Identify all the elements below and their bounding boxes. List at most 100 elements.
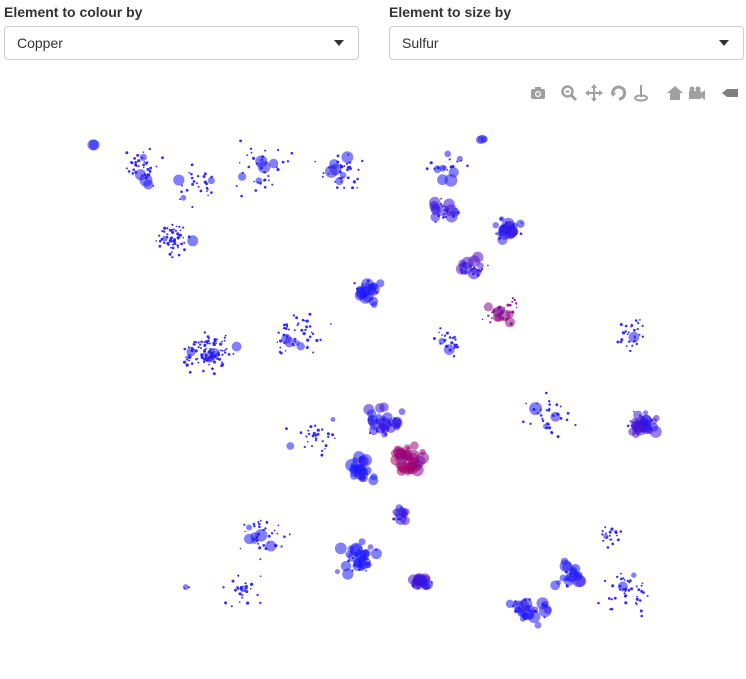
scatter-point[interactable] [529,402,543,416]
scatter-point[interactable] [307,441,309,443]
scatter-point[interactable] [603,579,607,583]
scatter-point[interactable] [191,182,195,186]
scatter-point[interactable] [206,190,208,193]
scatter-point[interactable] [422,581,431,591]
scatter-point[interactable] [628,331,640,343]
scatter-point[interactable] [541,419,545,423]
pan-icon[interactable] [584,83,604,103]
scatter-point[interactable] [208,342,211,345]
scatter-point[interactable] [235,184,238,187]
scatter-point[interactable] [221,353,224,356]
scatter-point[interactable] [448,167,459,178]
scatter-point[interactable] [163,230,166,233]
scatter-point[interactable] [515,301,517,304]
scatter-point[interactable] [265,520,268,524]
scatter-point[interactable] [636,595,638,598]
scatter-point[interactable] [192,348,195,351]
scatter-point[interactable] [170,239,174,243]
scatter-point[interactable] [513,600,519,607]
scatter-point[interactable] [445,204,458,217]
scatter-point[interactable] [288,533,291,536]
scatter-point[interactable] [173,174,185,186]
scatter-point[interactable] [356,466,363,473]
scatter-point[interactable] [545,391,548,395]
scatter-point[interactable] [638,333,641,336]
scatter-point[interactable] [341,166,344,169]
scatter-point[interactable] [481,318,484,321]
scatter-point[interactable] [328,166,331,169]
scatter-point[interactable] [597,601,600,605]
scatter-point[interactable] [454,338,457,341]
scatter-point[interactable] [319,338,322,341]
scatter-point[interactable] [630,325,632,328]
scatter-point[interactable] [276,532,279,535]
scatter-point[interactable] [312,431,316,435]
scatter-point[interactable] [292,314,295,317]
scatter-point[interactable] [244,582,247,585]
scatter-point[interactable] [630,424,633,427]
scatter-point[interactable] [190,362,194,365]
scatter-point[interactable] [252,522,256,526]
scatter-point[interactable] [436,204,449,217]
scatter-point[interactable] [221,361,224,364]
scatter-point[interactable] [381,423,385,427]
scatter-point[interactable] [267,174,270,178]
scatter-point[interactable] [626,333,629,336]
scatter-point[interactable] [433,165,442,174]
scatter-point[interactable] [608,530,612,534]
scatter-point[interactable] [629,420,632,423]
scatter-point[interactable] [556,435,560,439]
scatter-point[interactable] [168,253,172,256]
scatter-point[interactable] [305,346,309,349]
scatter-point[interactable] [636,433,639,436]
scatter-point[interactable] [628,581,631,584]
scatter-point[interactable] [143,173,146,176]
scatter-point[interactable] [495,305,505,315]
scatter-point[interactable] [215,342,218,344]
scatter-point[interactable] [627,588,631,592]
scatter-point[interactable] [221,349,224,352]
scatter-point[interactable] [232,352,235,355]
scatter-point[interactable] [575,571,583,579]
scatter-point[interactable] [202,360,206,364]
scatter-point[interactable] [381,431,388,438]
scatter-point[interactable] [350,471,359,480]
scatter-point[interactable] [287,328,290,331]
scatter-point[interactable] [236,586,239,589]
scatter-point[interactable] [487,314,490,317]
scatter-plot[interactable] [0,100,746,679]
scatter-point[interactable] [183,587,186,589]
scatter-point[interactable] [307,432,311,436]
scatter-point[interactable] [375,413,382,420]
scatter-point[interactable] [257,522,261,526]
scatter-point[interactable] [186,358,189,361]
default-camera-icon[interactable] [687,83,707,103]
scatter-point[interactable] [626,580,629,583]
scatter-point[interactable] [267,541,270,544]
scatter-point[interactable] [185,188,189,192]
scatter-point[interactable] [610,598,614,601]
scatter-point[interactable] [635,342,638,346]
scatter-point[interactable] [136,153,140,157]
scatter-point[interactable] [205,182,209,186]
scatter-point[interactable] [231,341,242,352]
scatter-point[interactable] [312,332,315,336]
scatter-point[interactable] [262,544,266,547]
scatter-point[interactable] [127,170,131,173]
scatter-point[interactable] [134,170,138,174]
scatter-point[interactable] [202,353,205,355]
scatter-point[interactable] [346,168,349,172]
scatter-point[interactable] [477,262,484,269]
scatter-point[interactable] [321,440,324,443]
scatter-point[interactable] [171,230,175,234]
scatter-point[interactable] [445,331,449,335]
scatter-point[interactable] [333,437,336,440]
scatter-point[interactable] [159,239,162,243]
scatter-point[interactable] [493,310,496,313]
scatter-point[interactable] [441,165,447,171]
scatter-point[interactable] [142,151,145,153]
scatter-point[interactable] [180,194,187,201]
scatter-point[interactable] [527,610,541,624]
scatter-point[interactable] [623,579,626,581]
scatter-point[interactable] [641,335,644,338]
